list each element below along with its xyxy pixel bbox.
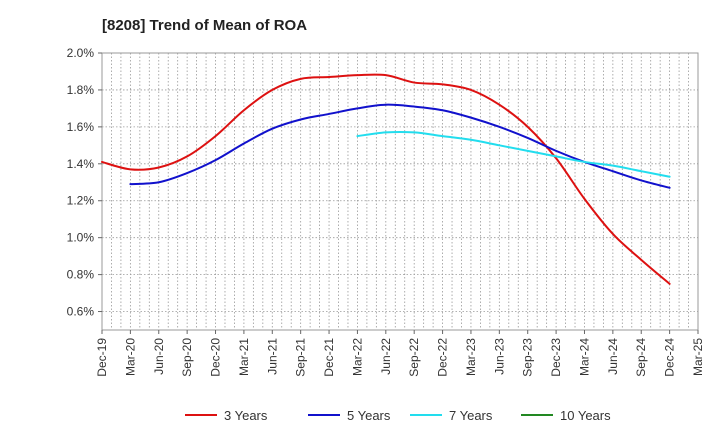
legend-label-10-years: 10 Years [560, 408, 611, 423]
x-tick-label: Sep-20 [180, 338, 194, 377]
y-axis-ticks: 0.6% 0.8% 1.0% 1.2% 1.4% 1.6% 1.8% 2.0% [67, 46, 102, 319]
legend-label-5-years: 5 Years [347, 408, 391, 423]
x-tick-label: Jun-24 [606, 338, 620, 375]
x-tick-label: Dec-20 [209, 338, 223, 377]
y-tick-label: 1.4% [67, 157, 95, 171]
y-tick-label: 1.2% [67, 194, 95, 208]
x-tick-label: Dec-21 [322, 338, 336, 377]
plot-area [101, 52, 699, 331]
x-tick-label: Dec-23 [549, 338, 563, 377]
x-tick-label: Dec-24 [663, 338, 677, 377]
x-tick-label: Sep-23 [521, 338, 535, 377]
legend-label-7-years: 7 Years [449, 408, 493, 423]
legend-label-3-years: 3 Years [224, 408, 268, 423]
y-tick-label: 1.6% [67, 120, 95, 134]
x-tick-label: Mar-20 [123, 338, 137, 376]
x-tick-label: Dec-22 [436, 338, 450, 377]
series-line-7-years [356, 130, 671, 178]
y-tick-label: 1.8% [67, 83, 95, 97]
y-tick-label: 0.8% [67, 268, 95, 282]
x-tick-label: Sep-22 [407, 338, 421, 377]
x-tick-label: Jun-23 [492, 338, 506, 375]
x-tick-label: Jun-20 [152, 338, 166, 375]
x-tick-label: Jun-21 [265, 338, 279, 375]
x-tick-label: Mar-22 [350, 338, 364, 376]
x-tick-label: Sep-24 [634, 338, 648, 377]
x-tick-label: Mar-25 [691, 338, 705, 376]
x-axis-ticks: Dec-19 Mar-20 Jun-20 Sep-20 Dec-20 Mar-21 Jun-… [95, 330, 705, 377]
x-tick-label: Sep-21 [294, 338, 308, 377]
y-tick-label: 1.0% [67, 231, 95, 245]
x-tick-label: Mar-24 [577, 338, 591, 376]
y-tick-label: 0.6% [67, 305, 95, 319]
x-tick-label: Jun-22 [379, 338, 393, 375]
legend: 3 Years 5 Years 7 Years 10 Years [185, 408, 611, 423]
series-lines [101, 73, 671, 285]
x-tick-label: Mar-23 [464, 338, 478, 376]
series-line-3-years [101, 73, 671, 285]
y-tick-label: 2.0% [67, 46, 95, 60]
x-tick-label: Mar-21 [237, 338, 251, 376]
chart-title: [8208] Trend of Mean of ROA [102, 17, 307, 34]
x-tick-label: Dec-19 [95, 338, 109, 377]
